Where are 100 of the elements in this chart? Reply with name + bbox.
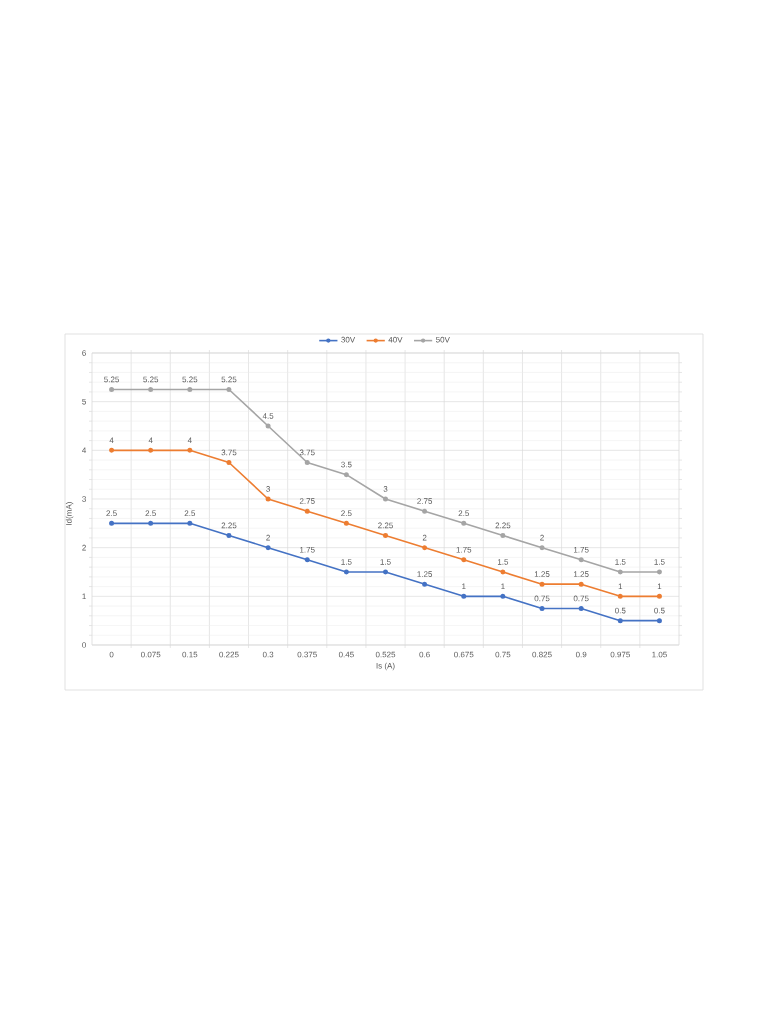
data-label: 2.5 [458,510,469,517]
data-label: 1.5 [380,559,391,565]
point [500,593,506,599]
data-label: 0.5 [654,607,665,614]
x-tick-label: 0.15 [182,651,198,658]
data-label: 3.75 [221,449,237,456]
point [578,605,584,611]
data-label: 1 [657,583,662,590]
x-tick-label: 0.075 [141,651,161,658]
x-tick-label: 0.225 [219,651,239,658]
x-axis-title: Is (A) [376,662,395,671]
data-label: 4.5 [262,413,274,419]
point [304,557,310,563]
point [109,520,115,526]
data-label: 5.25 [143,376,159,383]
point [343,472,349,478]
y-tick-label: 5 [82,398,86,405]
point [343,569,349,575]
data-label: 2.75 [299,498,315,504]
data-label: 2.5 [106,510,117,517]
point [656,569,662,575]
point [617,569,623,575]
data-label: 0.75 [573,595,589,602]
y-tick-label: 1 [82,593,86,600]
data-label: 1.5 [615,559,626,565]
point [148,387,154,392]
point [617,618,623,624]
point [226,460,232,465]
x-tick-label: 1.05 [652,651,667,658]
point [656,618,662,624]
point [109,387,115,392]
data-label: 3.5 [341,461,352,468]
data-label: 0.75 [534,595,550,602]
data-label: 1.75 [300,547,315,553]
point [578,557,584,563]
point [539,545,545,551]
data-label: 1.75 [573,547,589,553]
point [500,569,506,575]
data-label: 1.5 [654,559,665,565]
data-label: 2.25 [495,522,511,529]
data-label: 1.25 [534,571,550,577]
point [265,496,271,502]
data-label: 1.5 [341,559,352,565]
x-tick-label: 0.75 [495,651,511,658]
data-label: 2.5 [341,510,352,517]
y-tick-label: 6 [82,350,86,356]
data-label: 1 [618,583,623,590]
data-label: 3 [266,486,270,492]
point [226,387,232,392]
data-label: 1 [462,583,466,590]
data-label: 5.25 [221,376,237,383]
point [422,508,428,514]
point [383,569,389,575]
y-tick-label: 0 [82,642,86,648]
point [187,520,193,526]
point [265,423,271,429]
point [500,533,506,538]
point [187,387,193,392]
y-tick-label: 3 [82,496,86,502]
x-tick-label: 0.975 [610,651,630,658]
x-tick-label: 0.675 [454,651,474,658]
point [656,593,662,599]
data-label: 2.5 [145,510,156,517]
point [461,520,467,526]
point [304,460,310,465]
data-label: 5.25 [182,376,198,383]
point [265,545,271,551]
y-tick-label: 2 [82,544,86,551]
data-label: 5.25 [104,376,120,383]
point [383,496,389,502]
data-label: 2.5 [184,510,196,517]
x-tick-label: 0.375 [297,651,317,658]
point [461,557,467,563]
x-tick-label: 0.6 [419,651,430,658]
point [109,447,115,453]
data-label: 2.25 [221,522,237,529]
data-label: 3.75 [299,449,315,456]
point [148,447,154,453]
data-label: 1.5 [497,559,509,565]
data-label: 3 [383,486,388,492]
x-tick-label: 0 [109,651,114,658]
data-label: 1.25 [573,571,589,577]
x-tick-label: 0.525 [375,651,396,658]
point [383,533,389,538]
data-label: 1 [501,583,505,590]
data-label: 0.5 [615,607,626,614]
point [304,508,310,514]
y-tick-label: 4 [82,447,87,454]
data-label: 4 [187,437,192,444]
data-label: 2.75 [417,498,433,504]
point [343,520,349,526]
data-label: 2 [266,534,270,541]
point [539,605,545,611]
point [539,581,545,587]
data-label: 1.75 [456,547,472,553]
data-label: 4 [109,437,114,444]
point [422,581,428,587]
legend-label: 30V [341,336,356,343]
x-tick-label: 0.3 [262,651,274,658]
point [187,447,193,453]
